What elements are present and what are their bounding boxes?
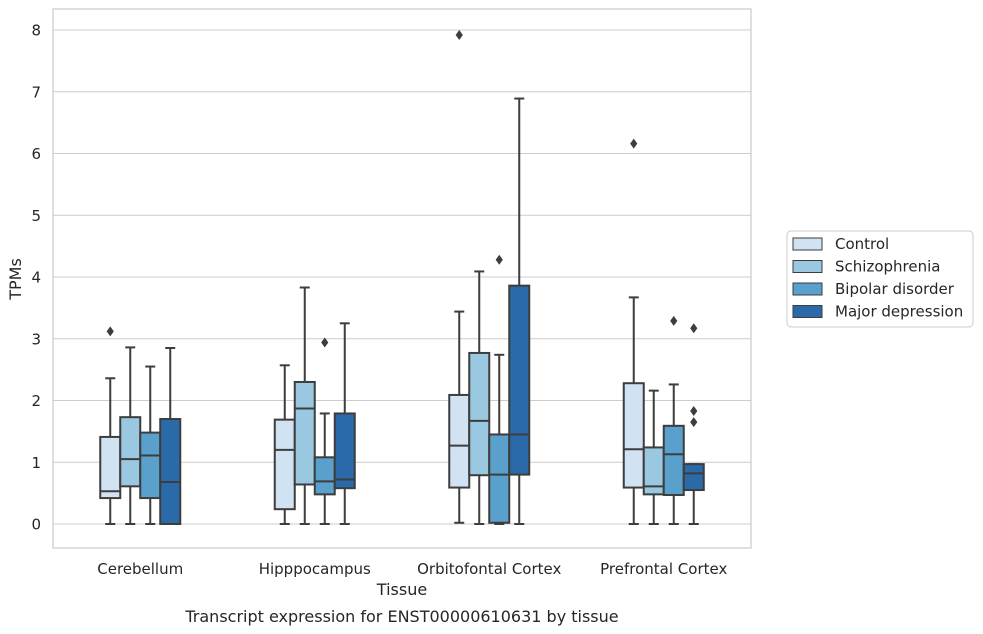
y-tick-label: 6	[31, 145, 41, 163]
x-axis-label: Tissue	[376, 580, 427, 599]
legend-label: Bipolar disorder	[835, 280, 955, 298]
outlier-point	[670, 315, 678, 326]
box-iqr	[508, 284, 531, 476]
box	[488, 254, 511, 525]
x-tick-label: Prefrontal Cortex	[600, 560, 727, 578]
box	[508, 97, 531, 525]
box	[448, 29, 471, 524]
box	[468, 270, 491, 525]
box-iqr	[622, 382, 645, 489]
box	[642, 389, 665, 525]
box	[119, 346, 142, 525]
y-tick-label: 3	[31, 330, 41, 348]
y-tick-label: 0	[31, 516, 41, 534]
box	[313, 337, 336, 525]
outlier-point	[690, 323, 698, 334]
y-tick-label: 1	[31, 454, 41, 472]
x-tick-label: Cerebellum	[97, 560, 183, 578]
box	[139, 365, 162, 525]
plot-frame	[52, 8, 752, 549]
box	[333, 322, 356, 525]
legend-frame	[786, 230, 974, 328]
box-iqr	[273, 418, 296, 511]
box	[273, 364, 296, 525]
box	[682, 323, 705, 525]
legend-swatch	[792, 260, 823, 273]
legend-swatch	[792, 282, 823, 296]
outlier-point	[690, 405, 698, 416]
y-axis-label: TPMs	[6, 258, 25, 301]
outlier-point	[630, 138, 638, 149]
legend-swatch	[792, 237, 823, 251]
box-iqr	[119, 416, 142, 488]
box	[662, 315, 685, 525]
box-iqr	[293, 380, 316, 486]
y-tick-label: 2	[31, 392, 41, 410]
y-tick-label: 4	[31, 269, 41, 287]
box-iqr	[139, 431, 162, 500]
box-iqr	[159, 418, 182, 525]
box-iqr	[468, 351, 491, 477]
box	[293, 286, 316, 525]
legend-swatch	[792, 305, 823, 318]
legend-label: Control	[835, 235, 889, 253]
x-tick-labels: Cerebellum Hipppocampus Orbitofontal Corte…	[97, 560, 727, 578]
box-iqr	[682, 463, 705, 492]
outlier-point	[321, 337, 329, 348]
outlier-point	[106, 326, 114, 337]
box-iqr	[313, 456, 336, 496]
box-iqr	[488, 433, 511, 524]
outlier-point	[455, 29, 463, 40]
y-tick-label: 8	[31, 22, 41, 40]
y-tick-label: 7	[31, 83, 41, 101]
box	[622, 138, 645, 525]
legend-label: Schizophrenia	[835, 258, 940, 276]
box	[159, 347, 182, 525]
outlier-point	[495, 254, 503, 265]
outlier-point	[690, 417, 698, 428]
chart-caption: Transcript expression for ENST0000061063…	[184, 607, 618, 626]
box-iqr	[662, 424, 685, 496]
y-tick-label: 5	[31, 207, 41, 225]
box-series-group	[99, 29, 705, 525]
box-iqr	[99, 435, 122, 500]
legend-label: Major depression	[835, 303, 963, 321]
y-tick-labels: 0 1 2 3 4 5 6 7 8	[31, 22, 41, 534]
box	[99, 326, 122, 525]
x-tick-label: Orbitofontal Cortex	[417, 560, 561, 578]
box-iqr	[448, 393, 471, 489]
box-iqr	[333, 412, 356, 490]
x-tick-label: Hipppocampus	[259, 560, 371, 578]
legend: Control Schizophrenia Bipolar disorder Majo…	[786, 230, 974, 328]
